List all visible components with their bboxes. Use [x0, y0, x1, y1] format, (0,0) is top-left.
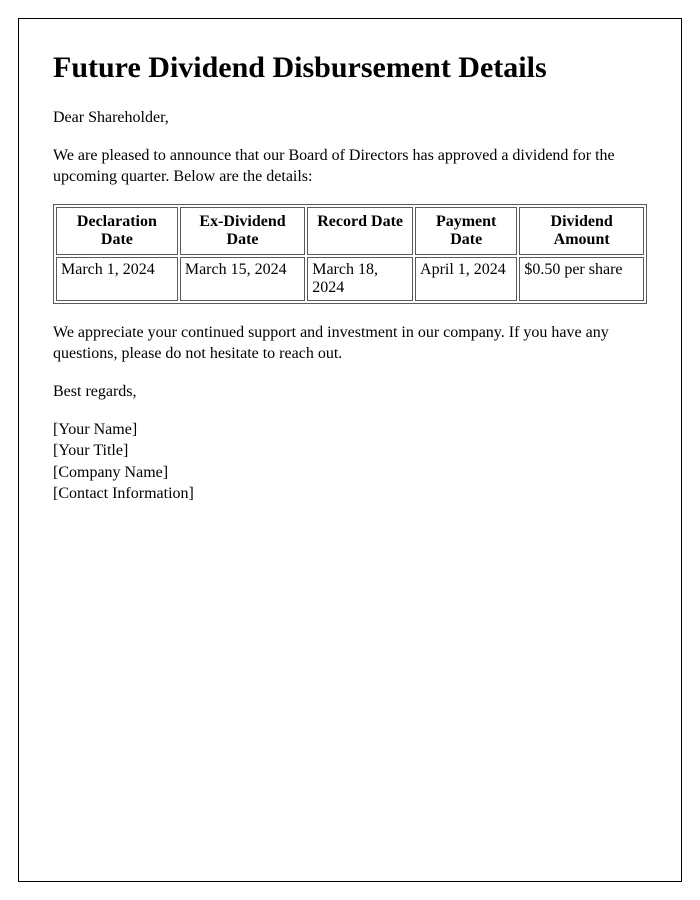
page: Future Dividend Disbursement Details Dea… — [0, 0, 700, 900]
col-ex-dividend-date: Ex-Dividend Date — [180, 207, 305, 255]
cell-dividend-amount: $0.50 per share — [519, 257, 644, 301]
dividend-table: Declaration Date Ex-Dividend Date Record… — [53, 204, 647, 304]
cell-ex-dividend-date: March 15, 2024 — [180, 257, 305, 301]
signature-name: [Your Name] — [53, 419, 647, 441]
cell-record-date: March 18, 2024 — [307, 257, 413, 301]
col-dividend-amount: Dividend Amount — [519, 207, 644, 255]
signature-title: [Your Title] — [53, 440, 647, 462]
page-title: Future Dividend Disbursement Details — [53, 51, 647, 85]
table-row: March 1, 2024 March 15, 2024 March 18, 2… — [56, 257, 644, 301]
intro-paragraph: We are pleased to announce that our Boar… — [53, 145, 647, 188]
table-header-row: Declaration Date Ex-Dividend Date Record… — [56, 207, 644, 255]
cell-payment-date: April 1, 2024 — [415, 257, 517, 301]
cell-declaration-date: March 1, 2024 — [56, 257, 178, 301]
document-sheet: Future Dividend Disbursement Details Dea… — [18, 18, 682, 882]
salutation: Dear Shareholder, — [53, 107, 647, 129]
closing-paragraph: We appreciate your continued support and… — [53, 322, 647, 365]
col-record-date: Record Date — [307, 207, 413, 255]
signoff: Best regards, — [53, 381, 647, 403]
col-payment-date: Payment Date — [415, 207, 517, 255]
signature-block: [Your Name] [Your Title] [Company Name] … — [53, 419, 647, 505]
signature-company: [Company Name] — [53, 462, 647, 484]
signature-contact: [Contact Information] — [53, 483, 647, 505]
col-declaration-date: Declaration Date — [56, 207, 178, 255]
